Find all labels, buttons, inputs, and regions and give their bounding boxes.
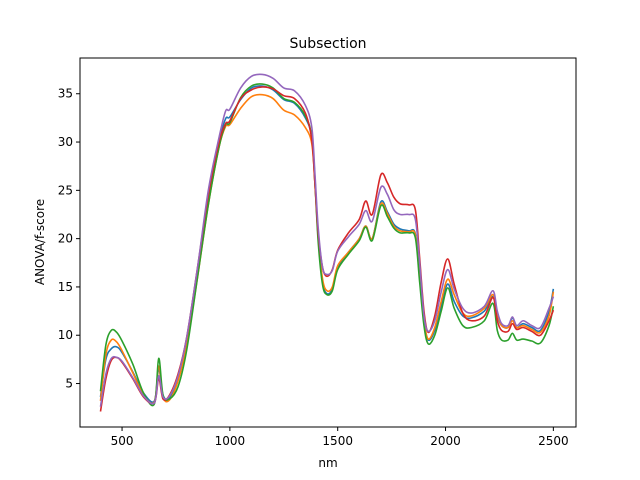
plot-area (99, 73, 555, 412)
x-tick-label: 2000 (430, 434, 461, 448)
x-tick-label: 2500 (538, 434, 569, 448)
axis-ticks: 500 1000 1500 2000 2500 5 10 15 20 25 30 35 (58, 87, 569, 448)
x-tick-label: 1000 (215, 434, 246, 448)
y-tick-label: 25 (58, 183, 73, 197)
series-line-5 (99, 73, 555, 407)
y-axis-label: ANOVA/f-score (33, 199, 47, 285)
y-tick-label: 30 (58, 135, 73, 149)
x-axis-label: nm (318, 456, 337, 470)
y-tick-label: 20 (58, 232, 73, 246)
series-line-3 (99, 83, 555, 407)
chart-title: Subsection (289, 36, 366, 52)
x-tick-label: 1500 (322, 434, 353, 448)
y-tick-label: 35 (58, 87, 73, 101)
y-tick-label: 5 (65, 377, 73, 391)
axes-frame (79, 57, 577, 428)
y-tick-label: 10 (58, 328, 73, 342)
y-tick-label: 15 (58, 280, 73, 294)
x-tick-label: 500 (111, 434, 134, 448)
